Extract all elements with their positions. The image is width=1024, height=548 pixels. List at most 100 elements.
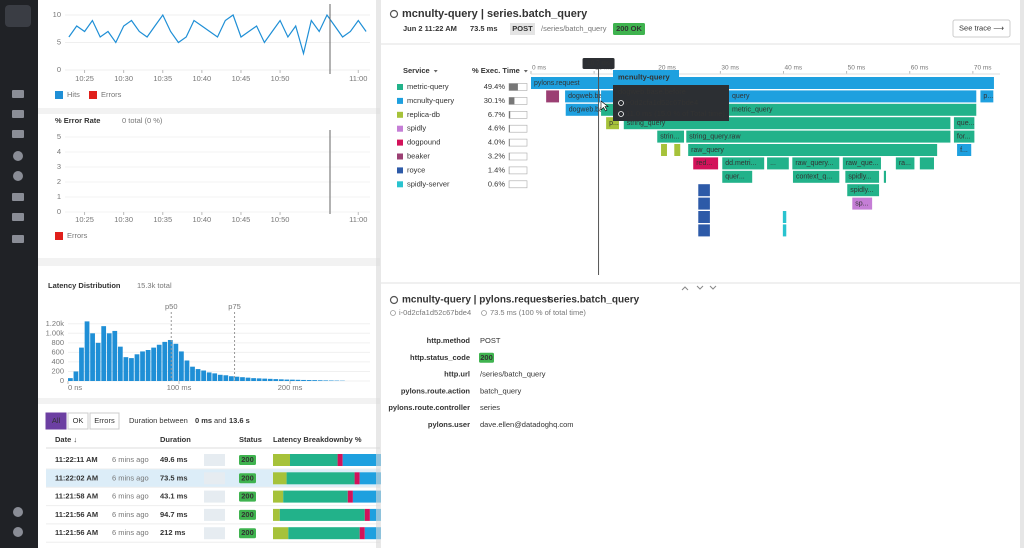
histogram-bar [156, 344, 162, 381]
tag-key: pylons.route.action [401, 386, 471, 395]
span[interactable] [792, 157, 840, 170]
span-label: raw_que... [846, 160, 879, 167]
span[interactable] [565, 103, 599, 116]
see-trace-button[interactable] [952, 19, 1011, 38]
breakdown-segment [364, 508, 370, 521]
nav-icon[interactable] [12, 213, 24, 221]
nav-icon[interactable] [12, 235, 24, 243]
span[interactable] [852, 197, 873, 210]
span[interactable] [895, 157, 915, 170]
exec-bar [509, 83, 518, 91]
x-tick-label: 50 ms [848, 65, 866, 72]
span[interactable] [565, 90, 601, 103]
exec-box [508, 166, 528, 175]
date: 11:21:58 AM [55, 492, 98, 501]
logo[interactable] [5, 5, 31, 27]
ago: 6 mins ago [112, 528, 149, 537]
tooltip-name: dogweb.base.before [618, 87, 686, 96]
span[interactable] [686, 130, 951, 143]
span[interactable] [698, 224, 710, 237]
time-icon [618, 111, 624, 117]
histogram-bar [84, 321, 90, 381]
span[interactable] [883, 170, 887, 183]
breakdown-segment [337, 454, 343, 466]
span[interactable] [698, 184, 710, 197]
service-swatch [397, 84, 403, 90]
span-label: p... [983, 93, 993, 100]
duration-bar [204, 490, 225, 503]
x-tick-label: 200 ms [278, 383, 303, 392]
chart-subtitle: 15.3k total [137, 281, 172, 290]
nav-icon[interactable] [12, 130, 24, 138]
date: 11:22:02 AM [55, 473, 98, 482]
expand-icon[interactable] [696, 285, 704, 290]
status-badge [239, 528, 256, 539]
span[interactable] [767, 157, 789, 170]
span[interactable] [957, 144, 972, 156]
span[interactable] [722, 157, 765, 170]
tab[interactable] [45, 412, 67, 430]
nav-icon[interactable] [13, 151, 23, 161]
span[interactable] [693, 157, 719, 170]
x-tick-label: 0 ms [532, 65, 547, 72]
tag-key: pylons.route.controller [388, 403, 470, 412]
span[interactable] [531, 77, 994, 89]
service-name: royce [407, 165, 425, 174]
sidebar-icons [12, 90, 24, 537]
duration-bar [204, 472, 225, 485]
histogram-bar [167, 339, 173, 381]
breakdown-segment [273, 472, 287, 485]
span[interactable] [842, 157, 881, 170]
help-icon[interactable] [13, 507, 23, 517]
nav-icon[interactable] [12, 90, 24, 98]
span[interactable] [953, 130, 975, 143]
span[interactable] [847, 184, 880, 197]
span[interactable] [845, 170, 880, 183]
span[interactable] [674, 144, 681, 156]
expand-icon[interactable] [709, 285, 717, 290]
service-swatch [397, 139, 403, 146]
span-label: quer... [725, 174, 745, 181]
span[interactable] [792, 170, 840, 183]
y-tick-label: 1 [57, 192, 61, 201]
histogram-bar [134, 354, 140, 381]
histogram-bar [290, 379, 295, 381]
duration: 94.7 ms [160, 510, 188, 519]
y-tick-label: 0 [57, 207, 61, 216]
span[interactable] [698, 211, 710, 223]
span[interactable] [657, 130, 685, 143]
user-icon[interactable] [13, 527, 23, 537]
histogram-bar [90, 333, 95, 381]
span[interactable] [698, 197, 710, 210]
x-tick-label: 10:50 [271, 215, 290, 224]
span-label: raw_query [691, 147, 724, 154]
tab[interactable] [67, 412, 89, 430]
span[interactable] [722, 170, 753, 183]
service-icon [389, 9, 399, 19]
tag-value: POST [480, 336, 501, 345]
span[interactable] [953, 117, 975, 130]
span[interactable] [661, 144, 667, 156]
span[interactable] [688, 144, 938, 156]
span[interactable] [782, 211, 787, 223]
nav-icon[interactable] [12, 193, 24, 201]
span[interactable] [980, 90, 994, 103]
legend-label: Hits [67, 90, 80, 99]
nav-icon[interactable] [13, 171, 23, 181]
span[interactable] [782, 224, 787, 237]
column-header: Duration [160, 435, 191, 444]
span[interactable] [546, 90, 560, 103]
sort-caret[interactable] [523, 70, 528, 73]
service-name: dogpound [407, 138, 440, 147]
histogram-bar [251, 378, 256, 381]
details-host: i-0d2cfa1d52c67bde4 [399, 308, 471, 317]
tab[interactable] [89, 412, 120, 430]
span[interactable] [919, 157, 934, 170]
nav-icon[interactable] [12, 110, 24, 118]
sort-caret[interactable] [433, 70, 438, 73]
collapse-icon[interactable] [681, 286, 689, 291]
histogram-bar [245, 377, 251, 381]
histogram-bar [190, 366, 195, 381]
exec-time: 6.7% [488, 110, 505, 119]
